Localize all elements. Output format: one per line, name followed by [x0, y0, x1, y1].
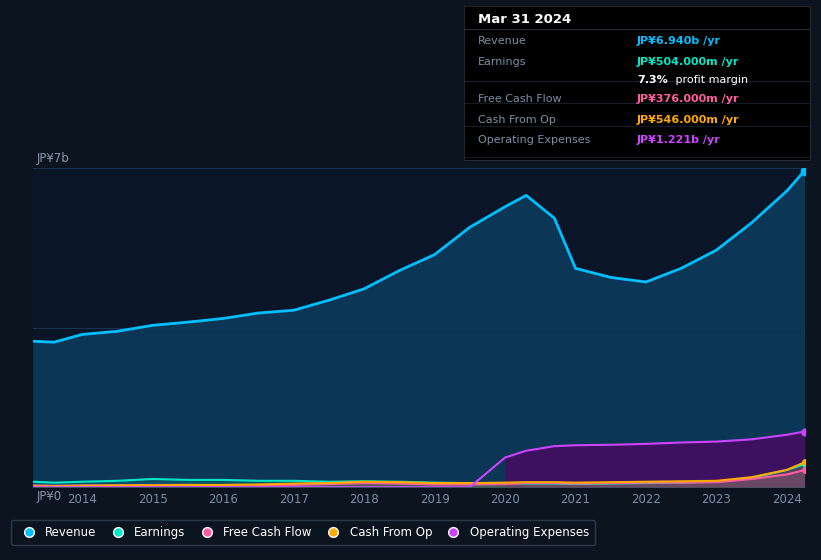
- Text: JP¥7b: JP¥7b: [37, 152, 70, 165]
- Text: JP¥376.000m /yr: JP¥376.000m /yr: [637, 94, 740, 104]
- Text: Free Cash Flow: Free Cash Flow: [478, 94, 562, 104]
- Text: JP¥504.000m /yr: JP¥504.000m /yr: [637, 57, 740, 67]
- Text: profit margin: profit margin: [672, 74, 748, 85]
- Text: JP¥546.000m /yr: JP¥546.000m /yr: [637, 115, 740, 124]
- Text: Revenue: Revenue: [478, 36, 526, 46]
- Legend: Revenue, Earnings, Free Cash Flow, Cash From Op, Operating Expenses: Revenue, Earnings, Free Cash Flow, Cash …: [11, 520, 595, 545]
- Text: Operating Expenses: Operating Expenses: [478, 136, 590, 146]
- Text: Cash From Op: Cash From Op: [478, 115, 556, 124]
- Text: Earnings: Earnings: [478, 57, 526, 67]
- Text: JP¥0: JP¥0: [37, 491, 62, 503]
- Text: 7.3%: 7.3%: [637, 74, 667, 85]
- Text: Mar 31 2024: Mar 31 2024: [478, 13, 571, 26]
- Text: JP¥6.940b /yr: JP¥6.940b /yr: [637, 36, 721, 46]
- Text: JP¥1.221b /yr: JP¥1.221b /yr: [637, 136, 721, 146]
